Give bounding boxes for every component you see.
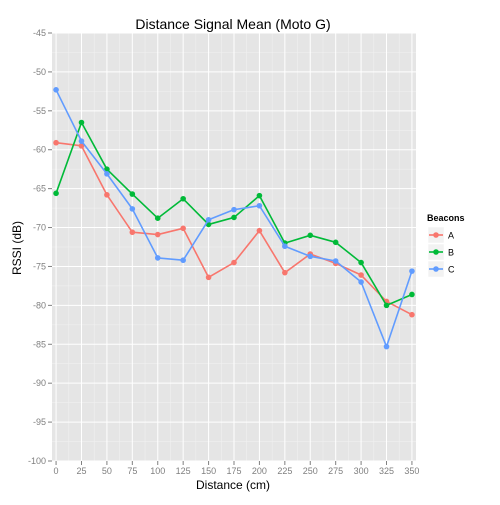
data-point xyxy=(129,191,136,197)
legend-item-b: B xyxy=(427,243,454,261)
series-c xyxy=(53,87,415,350)
x-tick-label: 225 xyxy=(277,466,292,476)
data-point xyxy=(332,258,339,264)
x-tick-label: 150 xyxy=(201,466,216,476)
y-tick-label: -80 xyxy=(33,300,46,310)
data-point xyxy=(358,272,364,278)
legend-item-a: A xyxy=(427,226,454,244)
data-point xyxy=(53,190,59,197)
data-point xyxy=(180,225,186,232)
x-tick-label: 75 xyxy=(127,466,137,476)
data-point xyxy=(154,255,161,261)
y-tick-label: -85 xyxy=(33,339,46,349)
data-point xyxy=(78,119,85,126)
legend-item-c: C xyxy=(427,260,455,278)
data-point xyxy=(78,138,85,144)
chart-title: Distance Signal Mean (Moto G) xyxy=(135,16,330,32)
x-tick-label: 100 xyxy=(150,466,165,476)
data-point xyxy=(205,216,212,223)
legend-marker xyxy=(433,266,439,272)
y-tick-label: -75 xyxy=(33,261,46,271)
data-point xyxy=(358,259,364,266)
data-point xyxy=(53,87,59,93)
data-point xyxy=(256,227,263,234)
data-point xyxy=(409,268,415,274)
x-axis-label: Distance (cm) xyxy=(196,478,270,492)
data-point xyxy=(332,239,339,246)
y-tick-label: -95 xyxy=(33,417,46,427)
data-point xyxy=(104,166,110,172)
legend-title: Beacons xyxy=(427,213,465,223)
y-tick-label: -70 xyxy=(33,223,46,233)
data-point xyxy=(282,243,288,250)
data-point xyxy=(231,206,237,213)
x-tick-label: 250 xyxy=(303,466,318,476)
x-tick-label: 325 xyxy=(379,466,394,476)
major-gridlines xyxy=(52,32,416,462)
legend-items: ABC xyxy=(427,226,455,278)
y-tick-label: -90 xyxy=(33,378,46,388)
y-tick-label: -60 xyxy=(33,145,46,155)
x-tick-label: 175 xyxy=(226,466,241,476)
data-point xyxy=(358,279,364,285)
legend-label: C xyxy=(448,265,455,275)
y-tick-label: -45 xyxy=(33,28,46,38)
data-point xyxy=(104,171,110,177)
data-point xyxy=(409,311,415,318)
series-layer xyxy=(53,87,415,350)
y-axis: -45 -50 -55 -60 -65 -70 -75 -80 -85 -90 -95 -100 xyxy=(28,28,52,466)
data-point xyxy=(129,206,136,212)
series-a xyxy=(53,139,415,318)
data-point xyxy=(383,343,390,350)
x-axis: 0 25 50 75 100 125 150 175 200 225 250 275 300 325 350 xyxy=(54,461,419,476)
y-axis-label: RSSI (dB) xyxy=(10,221,24,275)
data-point xyxy=(154,215,161,222)
data-point xyxy=(256,202,263,209)
x-tick-label: 125 xyxy=(176,466,191,476)
x-tick-label: 275 xyxy=(328,466,343,476)
data-point xyxy=(231,214,237,221)
data-point xyxy=(231,259,237,266)
data-point xyxy=(307,253,314,260)
data-point xyxy=(180,195,186,202)
legend-label: B xyxy=(448,248,454,258)
x-tick-label: 300 xyxy=(354,466,369,476)
legend-marker xyxy=(433,249,439,255)
data-point xyxy=(154,231,161,238)
data-point xyxy=(180,257,186,264)
data-point xyxy=(282,269,288,276)
x-tick-label: 350 xyxy=(404,466,419,476)
data-point xyxy=(129,229,136,236)
data-point xyxy=(307,232,314,239)
y-tick-label: -55 xyxy=(33,106,46,116)
y-tick-label: -65 xyxy=(33,184,46,194)
legend-marker xyxy=(433,232,439,238)
y-tick-label: -100 xyxy=(28,456,46,466)
data-point xyxy=(383,302,390,309)
data-point xyxy=(409,291,415,298)
legend: Beacons ABC xyxy=(427,213,465,278)
legend-label: A xyxy=(448,231,454,241)
data-point xyxy=(256,192,263,199)
data-point xyxy=(205,274,212,281)
data-point xyxy=(104,192,110,198)
data-point xyxy=(78,143,85,149)
x-tick-label: 50 xyxy=(102,466,112,476)
data-point xyxy=(53,139,59,146)
y-tick-label: -50 xyxy=(33,67,46,77)
x-tick-label: 0 xyxy=(54,466,59,476)
x-tick-label: 200 xyxy=(252,466,267,476)
x-tick-label: 25 xyxy=(76,466,86,476)
